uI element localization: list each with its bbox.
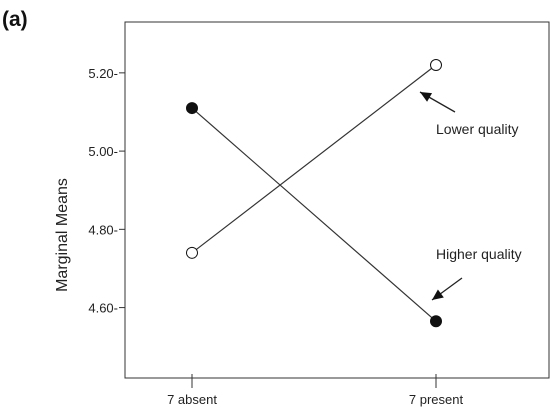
y-tick-label-0: 4.60- [88,301,118,316]
annotation-lower-label: Lower quality [436,121,519,137]
y-tick-label-2: 5.00- [88,144,118,159]
series-line-higher [191,107,437,322]
annotations-group: Lower quality Higher quality [419,91,522,301]
y-tick-label-3: 5.20- [88,66,118,81]
series-line-lower [191,64,437,254]
y-tick-label-1: 4.80- [88,222,118,237]
annotation-lower-arrow-head [420,92,433,102]
point-lower-0 [186,246,198,259]
point-higher-1 [430,315,442,328]
panel-label: (a) [2,8,28,31]
series-group [186,59,442,328]
x-tick-label-0: 7 absent [167,392,217,407]
annotation-higher-arrow-head [432,289,444,300]
ticks-group: 4.60- 4.80- 5.00- 5.20- 7 absent 7 present [88,66,463,407]
point-higher-0 [186,102,198,115]
plot-frame [124,21,550,379]
annotation-higher-label: Higher quality [436,246,522,262]
x-tick-label-1: 7 present [409,392,464,407]
y-axis-title: Marginal Means [54,178,71,292]
point-lower-1 [430,59,442,72]
